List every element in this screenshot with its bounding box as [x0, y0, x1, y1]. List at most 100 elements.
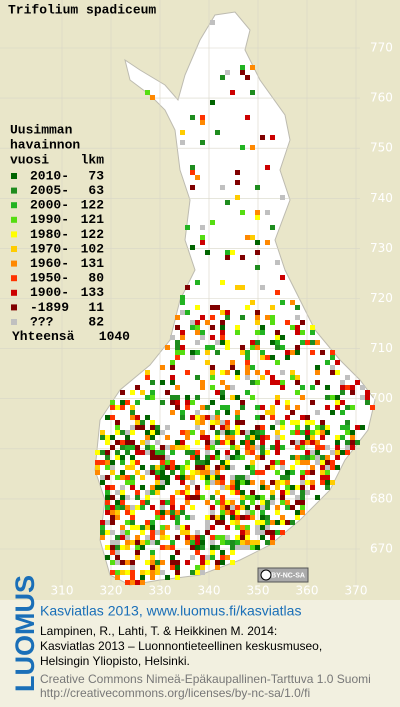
occurrence-square	[115, 510, 120, 515]
occurrence-square	[240, 285, 245, 290]
occurrence-square	[185, 310, 190, 315]
occurrence-square	[250, 495, 255, 500]
occurrence-square	[225, 420, 230, 425]
occurrence-square	[295, 460, 300, 465]
occurrence-square	[235, 545, 240, 550]
occurrence-square	[225, 525, 230, 530]
occurrence-square	[200, 495, 205, 500]
occurrence-square	[300, 395, 305, 400]
occurrence-square	[280, 445, 285, 450]
occurrence-square	[145, 500, 150, 505]
occurrence-square	[205, 480, 210, 485]
occurrence-square	[105, 530, 110, 535]
occurrence-square	[210, 220, 215, 225]
occurrence-square	[205, 455, 210, 460]
occurrence-square	[210, 480, 215, 485]
occurrence-square	[240, 350, 245, 355]
badge-box	[257, 567, 309, 583]
legend-swatch	[11, 202, 17, 209]
occurrence-square	[150, 560, 155, 565]
occurrence-square	[350, 390, 355, 395]
occurrence-square	[310, 485, 315, 490]
occurrence-square	[235, 375, 240, 380]
occurrence-square	[230, 560, 235, 565]
occurrence-square	[305, 440, 310, 445]
occurrence-square	[225, 410, 230, 415]
occurrence-square	[310, 435, 315, 440]
occurrence-square	[250, 545, 255, 550]
occurrence-square	[225, 340, 230, 345]
occurrence-square	[275, 445, 280, 450]
occurrence-square	[250, 65, 255, 70]
occurrence-square	[240, 420, 245, 425]
badge-icon	[260, 569, 272, 581]
occurrence-square	[105, 435, 110, 440]
occurrence-square	[185, 525, 190, 530]
occurrence-square	[300, 490, 305, 495]
occurrence-square	[190, 480, 195, 485]
occurrence-square	[260, 440, 265, 445]
occurrence-square	[170, 495, 175, 500]
occurrence-square	[105, 440, 110, 445]
occurrence-square	[170, 400, 175, 405]
occurrence-square	[285, 400, 290, 405]
occurrence-square	[235, 455, 240, 460]
occurrence-square	[235, 535, 240, 540]
occurrence-square	[205, 460, 210, 465]
occurrence-square	[180, 480, 185, 485]
occurrence-square	[145, 570, 150, 575]
occurrence-square	[110, 495, 115, 500]
occurrence-square	[155, 440, 160, 445]
occurrence-square	[290, 490, 295, 495]
occurrence-square	[180, 465, 185, 470]
occurrence-square	[290, 485, 295, 490]
occurrence-square	[150, 575, 155, 580]
occurrence-square	[275, 440, 280, 445]
occurrence-square	[220, 465, 225, 470]
occurrence-square	[205, 415, 210, 420]
occurrence-square	[255, 345, 260, 350]
occurrence-square	[200, 115, 205, 120]
occurrence-square	[150, 445, 155, 450]
occurrence-square	[255, 210, 260, 215]
x-grid-label: 350	[247, 584, 270, 598]
occurrence-square	[215, 455, 220, 460]
occurrence-square	[210, 515, 215, 520]
occurrence-square	[150, 435, 155, 440]
occurrence-square	[335, 465, 340, 470]
occurrence-square	[210, 400, 215, 405]
occurrence-square	[255, 530, 260, 535]
occurrence-square	[200, 430, 205, 435]
legend-count: 102	[81, 241, 105, 256]
occurrence-square	[235, 415, 240, 420]
occurrence-square	[235, 485, 240, 490]
occurrence-square	[235, 515, 240, 520]
occurrence-square	[195, 455, 200, 460]
occurrence-square	[195, 530, 200, 535]
occurrence-square	[220, 330, 225, 335]
occurrence-square	[190, 540, 195, 545]
occurrence-square	[115, 560, 120, 565]
occurrence-square	[195, 440, 200, 445]
occurrence-square	[120, 390, 125, 395]
occurrence-square	[270, 410, 275, 415]
occurrence-square	[350, 440, 355, 445]
legend-swatch	[11, 231, 17, 238]
occurrence-square	[270, 225, 275, 230]
occurrence-square	[240, 430, 245, 435]
occurrence-square	[335, 435, 340, 440]
occurrence-square	[350, 385, 355, 390]
occurrence-square	[315, 445, 320, 450]
occurrence-square	[220, 460, 225, 465]
occurrence-square	[315, 425, 320, 430]
occurrence-square	[280, 475, 285, 480]
occurrence-square	[265, 315, 270, 320]
occurrence-square	[255, 315, 260, 320]
occurrence-square	[180, 430, 185, 435]
species-title: Trifolium spadiceum	[8, 2, 156, 17]
occurrence-square	[315, 450, 320, 455]
occurrence-square	[160, 480, 165, 485]
occurrence-square	[195, 545, 200, 550]
occurrence-square	[280, 420, 285, 425]
occurrence-square	[240, 525, 245, 530]
